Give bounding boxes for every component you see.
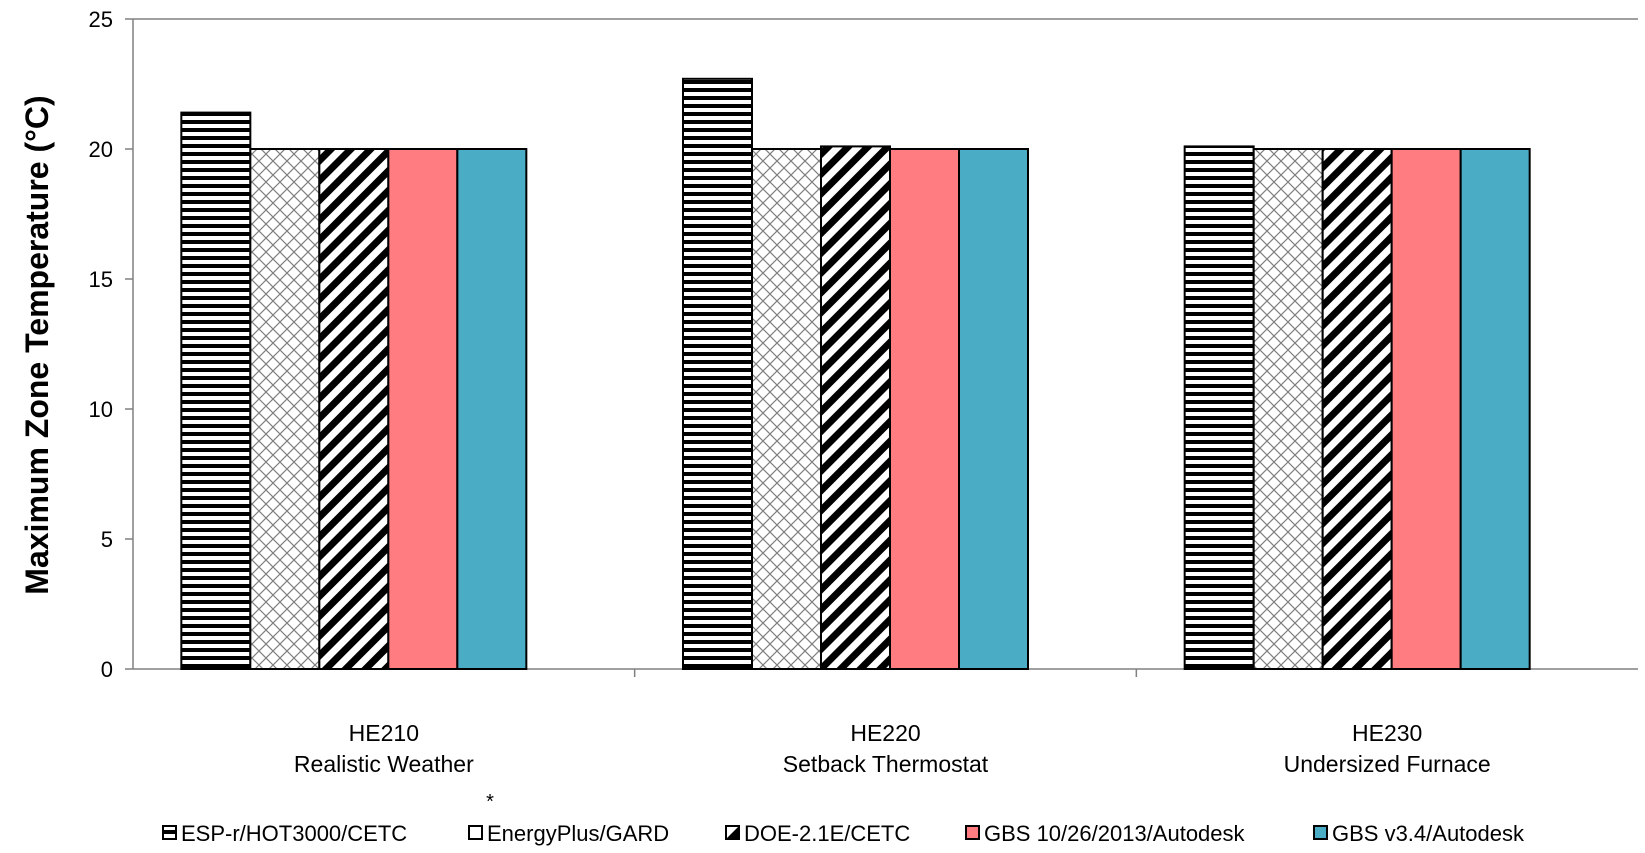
x-tick-label-name: Undersized Furnace: [1284, 751, 1491, 777]
legend-swatch: [965, 825, 980, 840]
y-tick-label: 25: [89, 7, 113, 32]
y-tick-label: 15: [89, 267, 113, 292]
bar-5-he220: [958, 148, 1029, 670]
bar-5-he230: [1459, 148, 1531, 670]
bar-2-he210: [249, 148, 321, 670]
y-tick-label: 0: [101, 657, 113, 682]
legend-label: GBS 10/26/2013/Autodesk: [984, 821, 1246, 846]
bar-3-he220: [820, 145, 891, 670]
x-tick-label-name: Setback Thermostat: [783, 751, 989, 777]
x-tick-label-code: HE230: [1352, 720, 1422, 746]
y-tick-label: 10: [89, 397, 113, 422]
bar-3-he230: [1321, 148, 1393, 670]
legend: ESP-r/HOT3000/CETC EnergyPlus/GARD DOE-2.1…: [162, 821, 1525, 846]
y-axis-label: Maximum Zone Temperature (°C): [19, 95, 55, 594]
legend-label: ESP-r/HOT3000/CETC: [181, 821, 407, 846]
legend-label: DOE-2.1E/CETC: [744, 821, 910, 846]
bar-4-he220: [889, 148, 960, 670]
bar-1-he220: [682, 77, 753, 671]
legend-label: GBS v3.4/Autodesk: [1332, 821, 1525, 846]
legend-swatch: [468, 825, 483, 840]
legend-label: EnergyPlus/GARD: [487, 821, 669, 846]
y-tick-label: 5: [101, 527, 113, 552]
bar-2-he220: [751, 148, 822, 670]
x-tick-label-code: HE220: [850, 720, 920, 746]
bar-4-he210: [387, 148, 459, 670]
bar-1-he230: [1183, 145, 1255, 670]
y-tick-label: 20: [89, 137, 113, 162]
bar-4-he230: [1390, 148, 1462, 670]
x-tick-label-name: Realistic Weather: [294, 751, 474, 777]
asterisk-note: *: [486, 791, 494, 813]
legend-swatch-diagonal: [726, 826, 739, 839]
bar-5-he210: [456, 148, 528, 670]
bar-1-he210: [180, 111, 252, 671]
plot-area: 0 5 10 15 20 25 HE210 Realistic Weather HE220 Set…: [89, 7, 1638, 813]
bar-3-he210: [318, 148, 390, 670]
bar-2-he230: [1252, 148, 1324, 670]
x-tick-label-code: HE210: [349, 720, 419, 746]
legend-swatch: [1313, 825, 1328, 840]
